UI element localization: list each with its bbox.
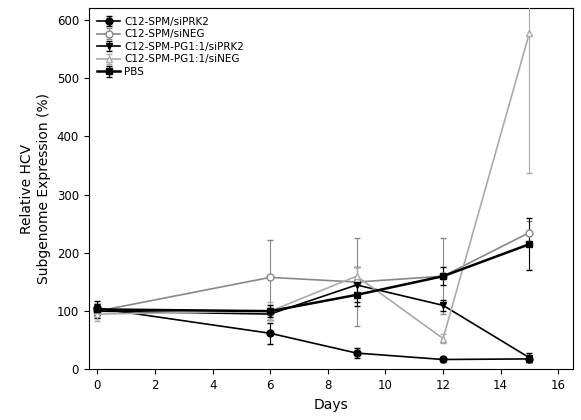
- X-axis label: Days: Days: [313, 398, 348, 412]
- Y-axis label: Relative HCV
Subgenome Expression (%): Relative HCV Subgenome Expression (%): [20, 93, 51, 284]
- Legend: C12-SPM/siPRK2, C12-SPM/siNEG, C12-SPM-PG1:1/siPRK2, C12-SPM-PG1:1/siNEG, PBS: C12-SPM/siPRK2, C12-SPM/siNEG, C12-SPM-P…: [94, 13, 247, 80]
